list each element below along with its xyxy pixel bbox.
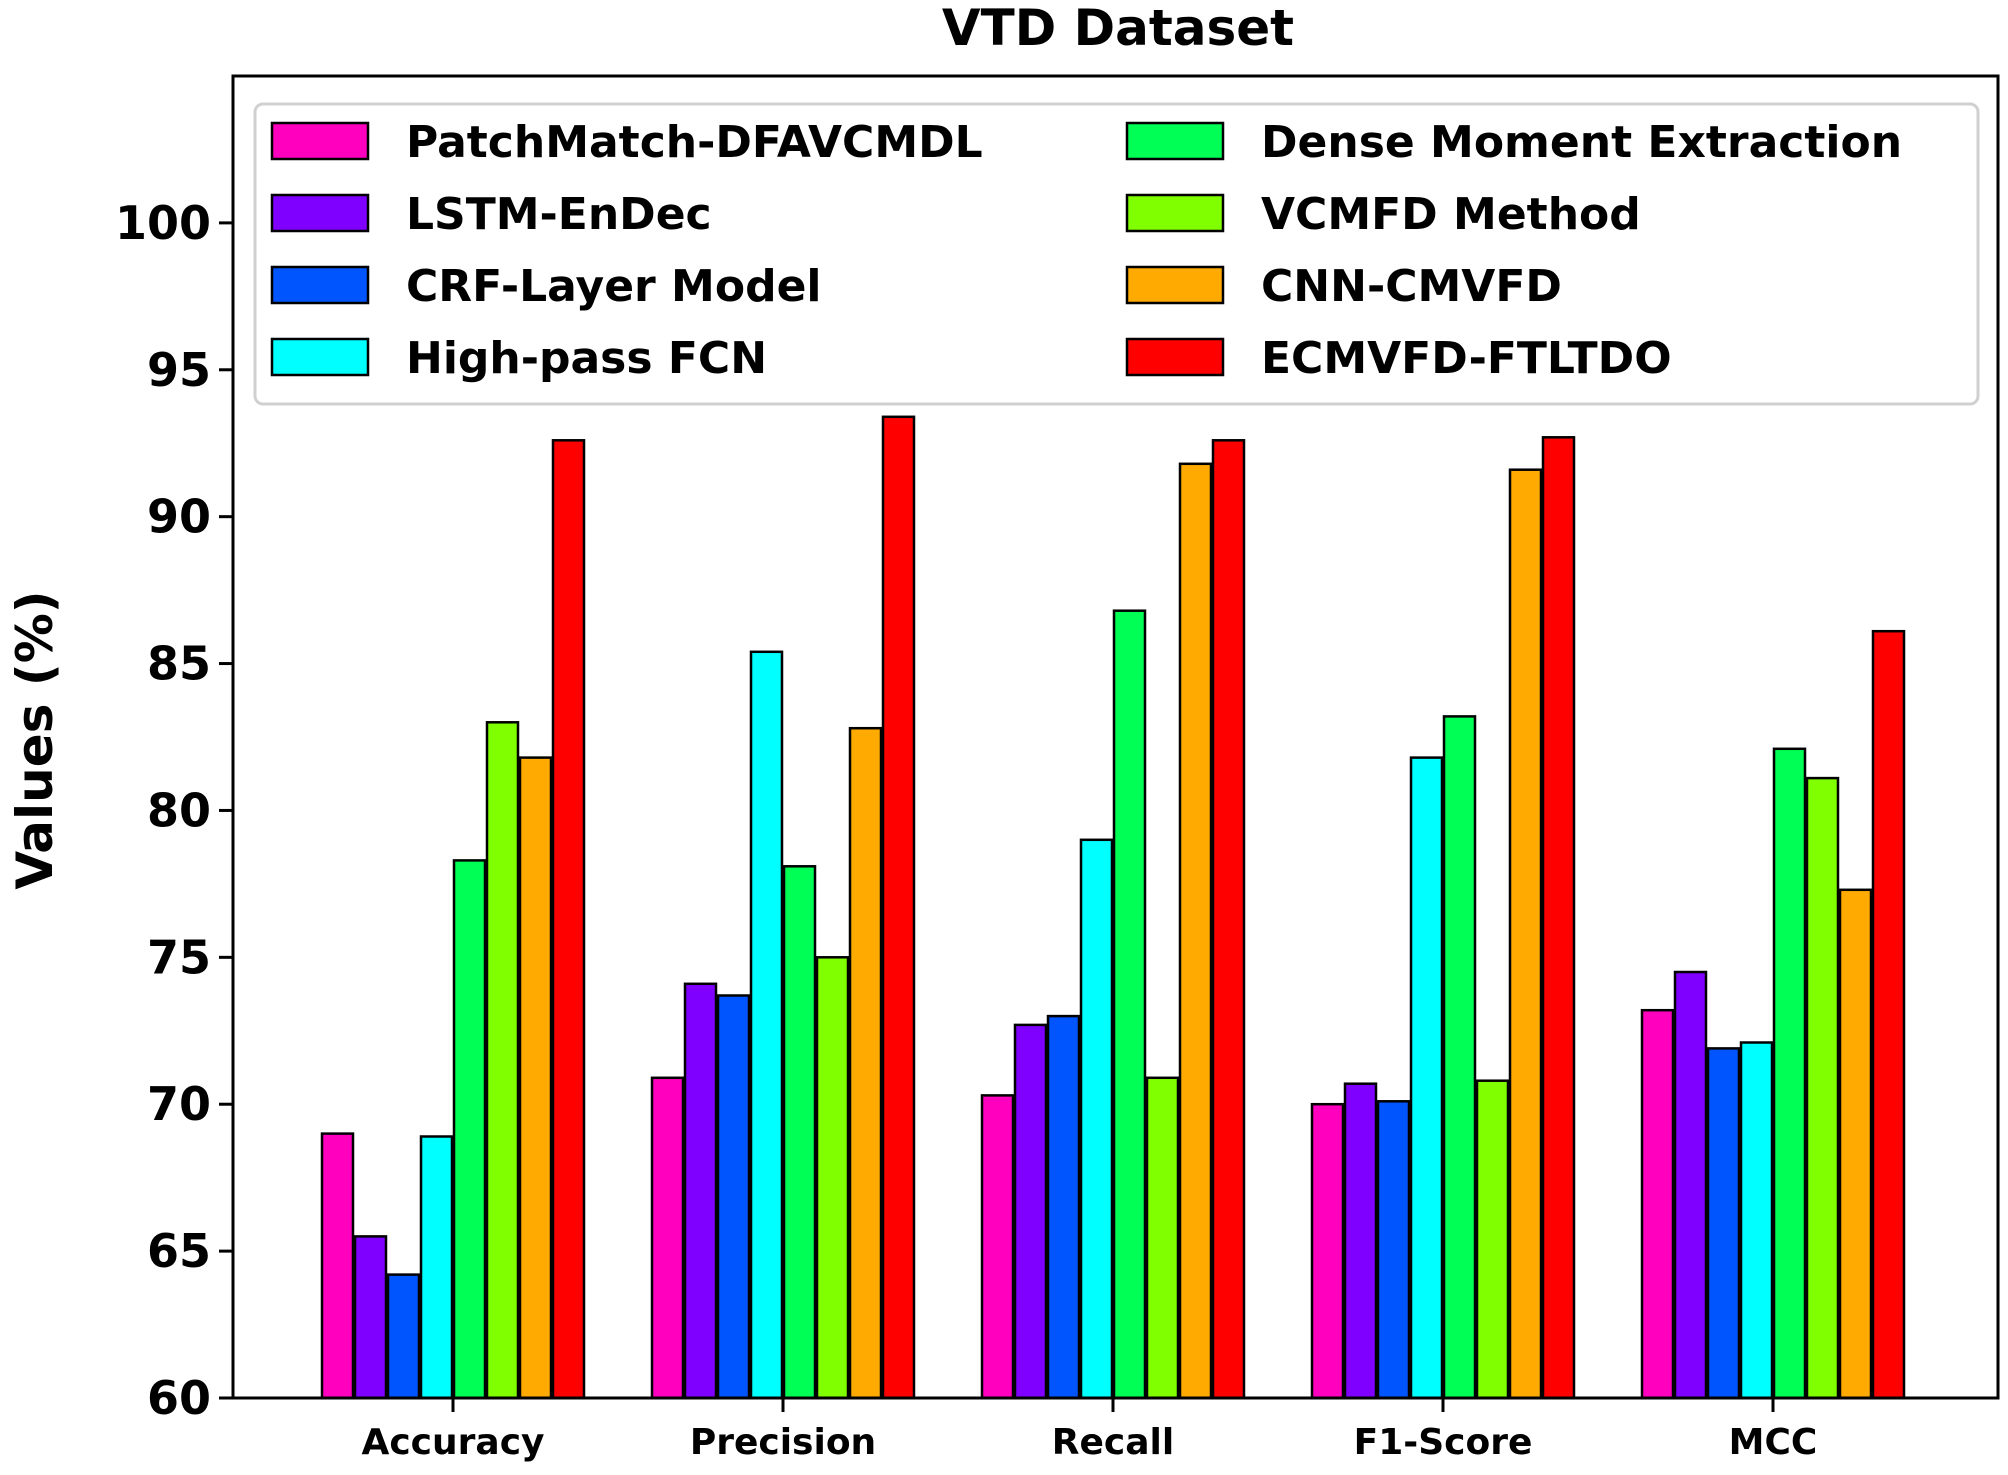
y-tick-label: 90 xyxy=(147,490,211,544)
bar-crf-layer-model-mcc xyxy=(1706,1047,1741,1400)
bars-layer xyxy=(320,415,1906,1400)
bar-high-pass-fcn-f1-score xyxy=(1409,756,1444,1400)
bar-ecmvfd-ftltdo-recall xyxy=(1211,439,1246,1400)
legend-label: LSTM-EnDec xyxy=(406,189,712,240)
bar-ecmvfd-ftltdo-f1-score xyxy=(1541,436,1576,1400)
bar-patchmatch-dfavcmdl-accuracy xyxy=(320,1132,355,1400)
x-tick-label: F1-Score xyxy=(1354,1422,1533,1463)
y-axis-label: Values (%) xyxy=(6,590,64,889)
x-tick-label: Precision xyxy=(690,1422,876,1463)
plot-frame xyxy=(231,74,2000,1400)
bar-ecmvfd-ftltdo-accuracy xyxy=(551,439,586,1400)
bar-patchmatch-dfavcmdl-mcc xyxy=(1640,1008,1675,1400)
legend-label: High-pass FCN xyxy=(406,333,767,384)
chart-title: VTD Dataset xyxy=(942,0,1294,57)
bar-patchmatch-dfavcmdl-f1-score xyxy=(1310,1102,1345,1400)
axes-layer: 60 65 70 75 80 85 90 95 100 Accuracy Precision Reca… xyxy=(115,74,2000,1463)
y-tick-label: 65 xyxy=(147,1224,211,1278)
bar-patchmatch-dfavcmdl-precision xyxy=(650,1076,685,1400)
bar-dense-moment-extraction-mcc xyxy=(1772,747,1807,1400)
y-tick-label: 60 xyxy=(147,1371,211,1425)
bar-cnn-cmvfd-accuracy xyxy=(518,756,553,1400)
bar-dense-moment-extraction-accuracy xyxy=(452,859,487,1400)
legend-label: ECMVFD-FTLTDO xyxy=(1261,333,1672,384)
y-tick-label: 80 xyxy=(147,783,211,837)
bar-lstm-endec-recall xyxy=(1013,1023,1048,1400)
bar-dense-moment-extraction-f1-score xyxy=(1442,715,1477,1400)
bar-vcmfd-method-accuracy xyxy=(485,721,520,1400)
x-tick-label: Recall xyxy=(1052,1422,1174,1463)
legend-swatch xyxy=(270,337,370,377)
y-tick-label: 75 xyxy=(147,930,211,984)
legend-label: VCMFD Method xyxy=(1261,189,1641,240)
legend-swatch xyxy=(1125,121,1225,161)
bar-crf-layer-model-precision xyxy=(716,994,751,1400)
bar-dense-moment-extraction-precision xyxy=(782,865,817,1400)
bar-ecmvfd-ftltdo-mcc xyxy=(1871,629,1906,1400)
bar-crf-layer-model-f1-score xyxy=(1376,1100,1411,1400)
y-tick-label: 70 xyxy=(147,1077,211,1131)
bar-cnn-cmvfd-mcc xyxy=(1838,888,1873,1400)
bar-cnn-cmvfd-precision xyxy=(848,726,883,1400)
legend-swatch xyxy=(270,121,370,161)
bar-high-pass-fcn-mcc xyxy=(1739,1041,1774,1400)
bar-vcmfd-method-recall xyxy=(1145,1076,1180,1400)
legend-label: CRF-Layer Model xyxy=(406,261,822,312)
bar-patchmatch-dfavcmdl-recall xyxy=(980,1094,1015,1400)
x-tick-label: MCC xyxy=(1729,1422,1818,1463)
legend-swatch xyxy=(1125,337,1225,377)
bar-vcmfd-method-f1-score xyxy=(1475,1079,1510,1400)
bar-crf-layer-model-recall xyxy=(1046,1014,1081,1400)
legend-swatch xyxy=(1125,193,1225,233)
bar-high-pass-fcn-precision xyxy=(749,650,784,1400)
bar-crf-layer-model-accuracy xyxy=(386,1273,421,1400)
legend-swatch xyxy=(1125,265,1225,305)
bar-lstm-endec-accuracy xyxy=(353,1235,388,1400)
bar-high-pass-fcn-accuracy xyxy=(419,1135,454,1400)
legend-label: PatchMatch-DFAVCMDL xyxy=(406,117,983,168)
x-tick-label: Accuracy xyxy=(361,1422,544,1463)
legend: PatchMatch-DFAVCMDL LSTM-EnDec CRF-Layer M… xyxy=(253,102,1980,406)
y-tick-label: 85 xyxy=(147,637,211,691)
bar-vcmfd-method-mcc xyxy=(1805,776,1840,1400)
y-tick-label: 100 xyxy=(115,196,211,250)
bar-lstm-endec-f1-score xyxy=(1343,1082,1378,1400)
legend-swatch xyxy=(270,265,370,305)
legend-label: CNN-CMVFD xyxy=(1261,261,1562,312)
bar-dense-moment-extraction-recall xyxy=(1112,609,1147,1400)
legend-frame xyxy=(253,102,1980,406)
bar-cnn-cmvfd-f1-score xyxy=(1508,468,1543,1400)
bar-vcmfd-method-precision xyxy=(815,956,850,1400)
bar-lstm-endec-precision xyxy=(683,982,718,1400)
legend-label: Dense Moment Extraction xyxy=(1261,117,1902,168)
bar-ecmvfd-ftltdo-precision xyxy=(881,415,916,1400)
bar-cnn-cmvfd-recall xyxy=(1178,462,1213,1400)
bar-lstm-endec-mcc xyxy=(1673,970,1708,1400)
y-tick-label: 95 xyxy=(147,343,211,397)
bar-high-pass-fcn-recall xyxy=(1079,838,1114,1400)
legend-swatch xyxy=(270,193,370,233)
